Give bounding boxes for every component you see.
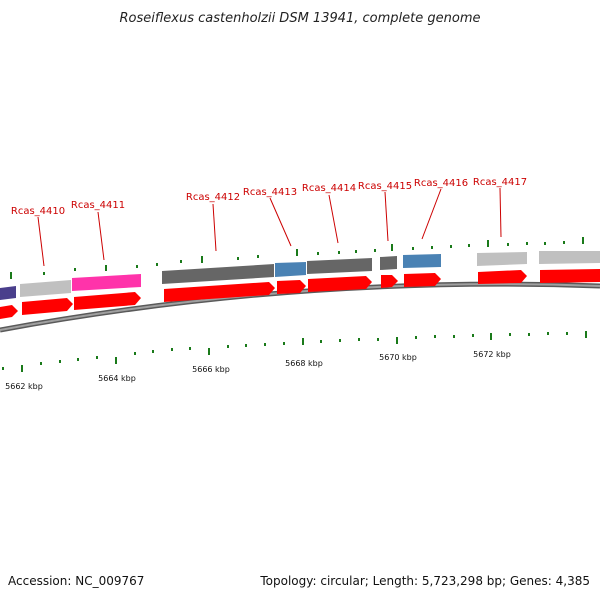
scale-label: 5668 kbp: [285, 359, 323, 368]
gene-label-rcas-4417: Rcas_4417: [473, 177, 527, 188]
scale-label: 5662 kbp: [5, 382, 43, 391]
feature-gene: [477, 252, 527, 266]
cds-arrow: [540, 269, 600, 283]
gene-label-rcas-4410: Rcas_4410: [11, 206, 65, 217]
gene-labels: Rcas_4410 Rcas_4411 Rcas_4412 Rcas_4413 …: [11, 177, 527, 217]
leader-line: [384, 191, 389, 242]
feature-gene: [307, 258, 372, 274]
gene-label-rcas-4416: Rcas_4416: [414, 178, 468, 189]
leader-line: [499, 187, 502, 238]
scale-label: 5670 kbp: [379, 353, 417, 362]
feature-gene: [72, 274, 141, 291]
cds-arrow: [277, 280, 306, 294]
genome-title: Roseiflexus castenholzii DSM 13941, comp…: [120, 11, 481, 26]
gene-label-rcas-4414: Rcas_4414: [302, 183, 356, 194]
gene-label-rcas-4412: Rcas_4412: [186, 192, 240, 203]
accession-text: Accession: NC_009767: [8, 574, 145, 588]
gene-label-rcas-4413: Rcas_4413: [243, 187, 297, 198]
scale-label: 5672 kbp: [473, 350, 511, 359]
cds-arrow: [381, 275, 398, 288]
cds-arrow: [308, 276, 372, 292]
leader-line: [421, 188, 442, 240]
leader-line: [212, 203, 217, 252]
leader-line: [328, 194, 339, 244]
gene-label-rcas-4415: Rcas_4415: [358, 181, 412, 192]
cds-track: [0, 269, 600, 319]
feature-gene: [380, 256, 397, 270]
upper-ticks: [10, 237, 584, 279]
cds-arrow: [74, 292, 141, 310]
feature-gene: [539, 251, 600, 264]
cds-arrow: [404, 273, 441, 287]
cds-arrow: [164, 282, 275, 302]
lower-ticks: [2, 331, 587, 372]
feature-track: [0, 251, 600, 300]
cds-arrow: [22, 298, 73, 315]
leader-line: [37, 216, 45, 267]
scale-label: 5664 kbp: [98, 374, 136, 383]
scale-label: 5666 kbp: [192, 365, 230, 374]
scale-labels: 5662 kbp 5664 kbp 5666 kbp 5668 kbp 5670…: [5, 350, 511, 391]
feature-gene: [403, 254, 441, 268]
gene-label-rcas-4411: Rcas_4411: [71, 200, 125, 211]
feature-gene: [162, 264, 274, 284]
leader-line: [97, 211, 105, 261]
leader-line: [269, 197, 292, 247]
label-leaders: [37, 187, 502, 267]
cds-arrow: [478, 270, 527, 284]
feature-gene: [0, 286, 16, 300]
cds-arrow: [0, 305, 18, 319]
feature-gene: [275, 262, 306, 277]
feature-gene: [20, 280, 71, 297]
genome-summary-text: Topology: circular; Length: 5,723,298 bp…: [260, 574, 590, 588]
